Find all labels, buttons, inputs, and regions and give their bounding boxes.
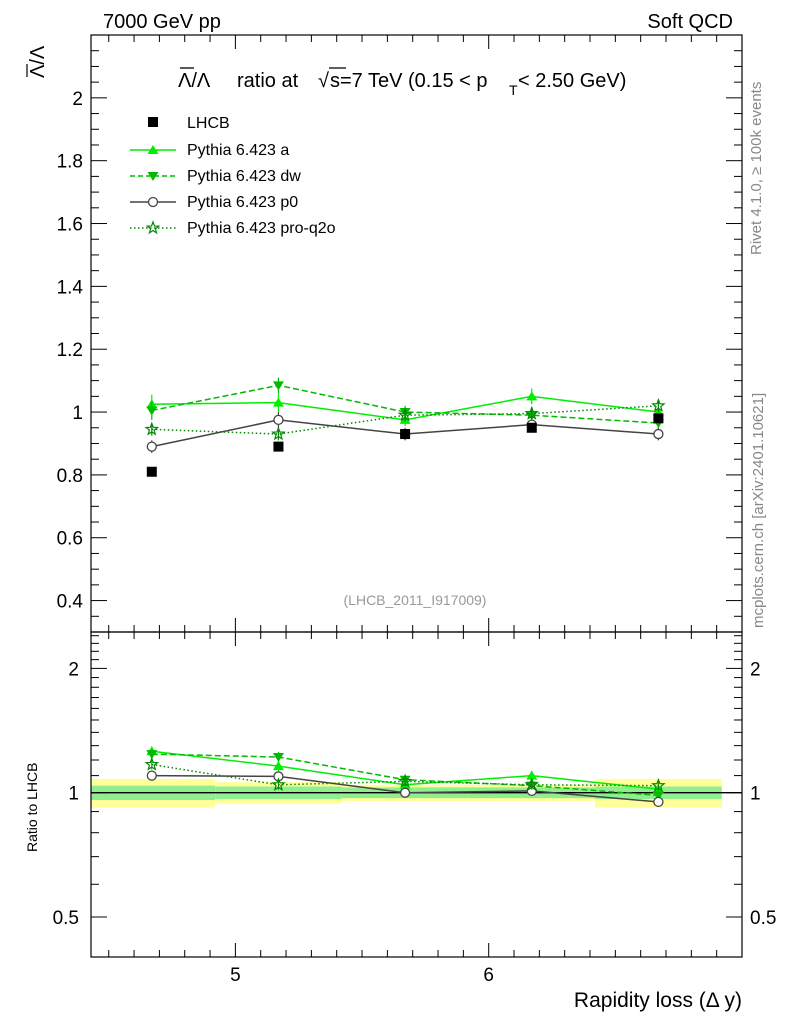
ratio-point-dw (652, 791, 664, 801)
point-data (273, 441, 284, 452)
title-energy: s=7 TeV (0.15 < p (330, 70, 488, 92)
ratio-point-dw (146, 750, 158, 760)
plot-title: Λ/Λ ratio at √ s=7 TeV (0.15 < p T < 2.5… (178, 67, 626, 98)
legend-item-pythia-a: Pythia 6.423 a (130, 142, 289, 159)
ry-tick-label-right: 2 (750, 659, 761, 680)
point-q2o (397, 407, 413, 422)
ratio-point-a (526, 770, 538, 780)
main-ticks: 0.4 0.6 0.8 1 1.2 1.4 1.6 1.8 2 (57, 34, 742, 632)
y-tick-label: 1.8 (57, 152, 83, 173)
y-tick-label: 0.4 (57, 592, 84, 613)
main-marks (144, 377, 666, 477)
x-tick-label: 6 (483, 965, 494, 986)
point-q2o (651, 398, 666, 413)
ratio-ticks: 0.5 0.5 1 1 2 2 5 6 (53, 632, 776, 986)
series-line-dw (151, 384, 659, 424)
legend-label-a: Pythia 6.423 a (187, 142, 289, 159)
series-line-q2o (151, 405, 659, 435)
legend-marker-a (147, 145, 159, 154)
point-p0 (146, 441, 157, 452)
y-tick-label: 1.6 (57, 215, 83, 236)
y-tick-label: 0.8 (57, 466, 83, 487)
y-tick-label: 2 (72, 89, 83, 110)
title-subscript: T (509, 82, 518, 98)
ry-tick-label-right: 0.5 (750, 908, 776, 929)
point-data (400, 429, 411, 440)
legend: LHCB Pythia 6.423 a Pythia 6.423 dw Pyth… (130, 115, 336, 237)
point-p0 (273, 414, 284, 426)
watermark: (LHCB_2011_I917009) (344, 592, 487, 608)
x-tick-label: 5 (230, 965, 241, 986)
title-lambda: Λ/Λ (178, 70, 211, 92)
ratio-point-p0 (399, 787, 411, 798)
header-right: Soft QCD (647, 11, 733, 33)
legend-item-pythia-dw: Pythia 6.423 dw (130, 168, 301, 185)
rivet-label: Rivet 4.1.0, ≥ 100k events (748, 82, 765, 255)
main-panel: 0.4 0.6 0.8 1 1.2 1.4 1.6 1.8 2 (LHCB_2011_I9170… (26, 34, 743, 633)
legend-label-p0: Pythia 6.423 p0 (187, 194, 298, 211)
legend-label-dw: Pythia 6.423 dw (187, 168, 301, 185)
point-data (146, 466, 157, 477)
xlabel: Rapidity loss (Δ y) (574, 989, 742, 1012)
svg-text:Λ/Λ: Λ/Λ (27, 45, 49, 78)
ratio-panel: 0.5 0.5 1 1 2 2 5 6 Ratio to LHCB (24, 631, 776, 986)
legend-item-lhcb: LHCB (148, 115, 230, 132)
ratio-point-p0 (653, 796, 664, 808)
y-tick-label: 1.2 (57, 340, 83, 361)
legend-marker-p0 (147, 196, 159, 208)
ratio-point-dw (272, 753, 284, 763)
title-main: ratio at (237, 70, 299, 92)
point-a (272, 397, 284, 407)
ratio-frame (90, 631, 743, 958)
legend-marker-q2o (145, 220, 161, 235)
ry-tick-label-right: 1 (750, 784, 761, 805)
point-dw (146, 406, 158, 416)
legend-marker-lhcb (148, 117, 158, 127)
ratio-marks (91, 746, 742, 808)
ry-tick-label-left: 0.5 (53, 908, 79, 929)
point-p0 (653, 428, 664, 440)
ry-tick-label-left: 1 (68, 784, 79, 805)
ratio-point-q2o (144, 756, 160, 771)
ratio-point-q2o (271, 777, 286, 792)
point-a (526, 391, 538, 401)
legend-label-q2o: Pythia 6.423 pro-q2o (187, 220, 336, 237)
point-q2o (524, 405, 540, 420)
legend-marker-dw (147, 172, 159, 181)
mcplots-label: mcplots.cern.ch [arXiv:2401.10621] (750, 393, 767, 628)
ratio-point-q2o (397, 773, 413, 788)
ratio-point-q2o (524, 777, 540, 792)
ry-tick-label-left: 2 (68, 659, 79, 680)
header-left: 7000 GeV pp (103, 11, 221, 33)
ratio-point-q2o (651, 777, 666, 792)
point-q2o (271, 426, 286, 441)
y-tick-label: 1.4 (57, 277, 84, 298)
ratio-point-a (272, 761, 284, 771)
ratio-point-p0 (146, 770, 157, 781)
title-sqrt: √ (318, 70, 329, 92)
point-data (526, 422, 537, 433)
ratio-ylabel: Ratio to LHCB (24, 763, 40, 852)
y-tick-label: 0.6 (57, 529, 83, 550)
point-dw (272, 381, 284, 391)
point-data (653, 413, 664, 424)
main-ylabel: Λ/Λ (26, 45, 49, 78)
y-tick-label: 1 (72, 403, 83, 424)
legend-item-pythia-p0: Pythia 6.423 p0 (130, 194, 298, 211)
title-tail: < 2.50 GeV) (518, 70, 626, 92)
legend-label-lhcb: LHCB (187, 115, 230, 132)
legend-item-pythia-pro-q2o: Pythia 6.423 pro-q2o (130, 220, 336, 237)
point-q2o (144, 421, 160, 436)
